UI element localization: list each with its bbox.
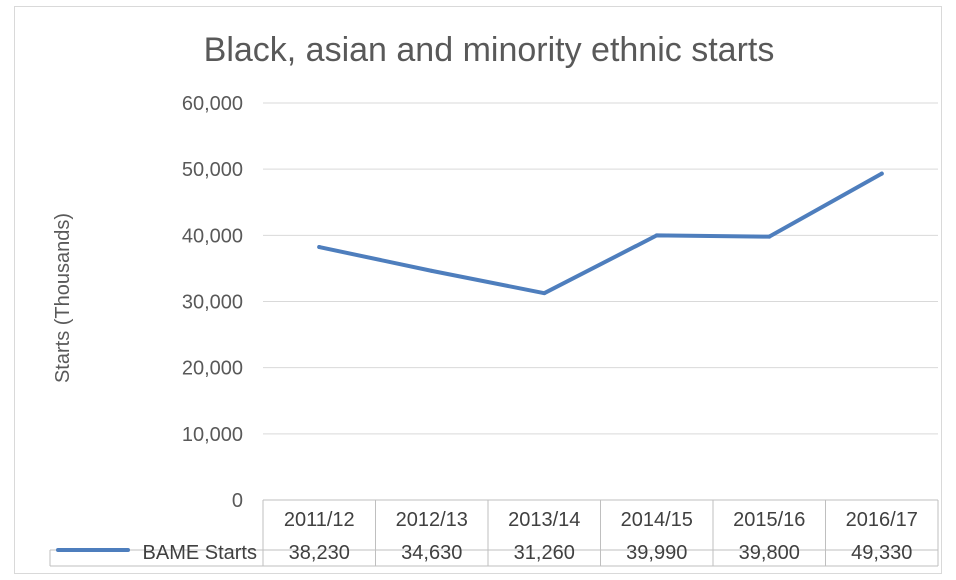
x-category-label: 2015/16	[733, 509, 805, 531]
y-tick-label: 10,000	[182, 424, 243, 446]
y-tick-label: 0	[232, 490, 243, 512]
data-point	[654, 233, 659, 238]
y-tick-label: 40,000	[182, 225, 243, 247]
y-tick-label: 60,000	[182, 93, 243, 115]
y-tick-label: 20,000	[182, 358, 243, 380]
x-category-label: 2012/13	[396, 509, 468, 531]
chart-area	[14, 6, 942, 574]
x-category-label: 2013/14	[508, 509, 580, 531]
data-point	[429, 268, 434, 273]
data-table-value: 38,230	[289, 542, 350, 564]
data-table-value: 39,800	[739, 542, 800, 564]
chart-title: Black, asian and minority ethnic starts	[204, 31, 775, 69]
data-table-value: 39,990	[626, 542, 687, 564]
data-point	[879, 171, 884, 176]
x-category-label: 2014/15	[621, 509, 693, 531]
x-category-label: 2016/17	[846, 509, 918, 531]
data-table-value: 49,330	[851, 542, 912, 564]
data-table-value: 31,260	[514, 542, 575, 564]
y-axis-label: Starts (Thousands)	[52, 213, 74, 383]
data-point	[767, 234, 772, 239]
y-tick-label: 30,000	[182, 292, 243, 314]
x-category-label: 2011/12	[284, 509, 355, 531]
data-point	[317, 245, 322, 250]
data-point	[542, 291, 547, 296]
series-line-bame-starts	[317, 171, 884, 296]
data-table-value: 34,630	[401, 542, 462, 564]
y-tick-label: 50,000	[182, 159, 243, 181]
legend-series-name: BAME Starts	[143, 542, 257, 564]
